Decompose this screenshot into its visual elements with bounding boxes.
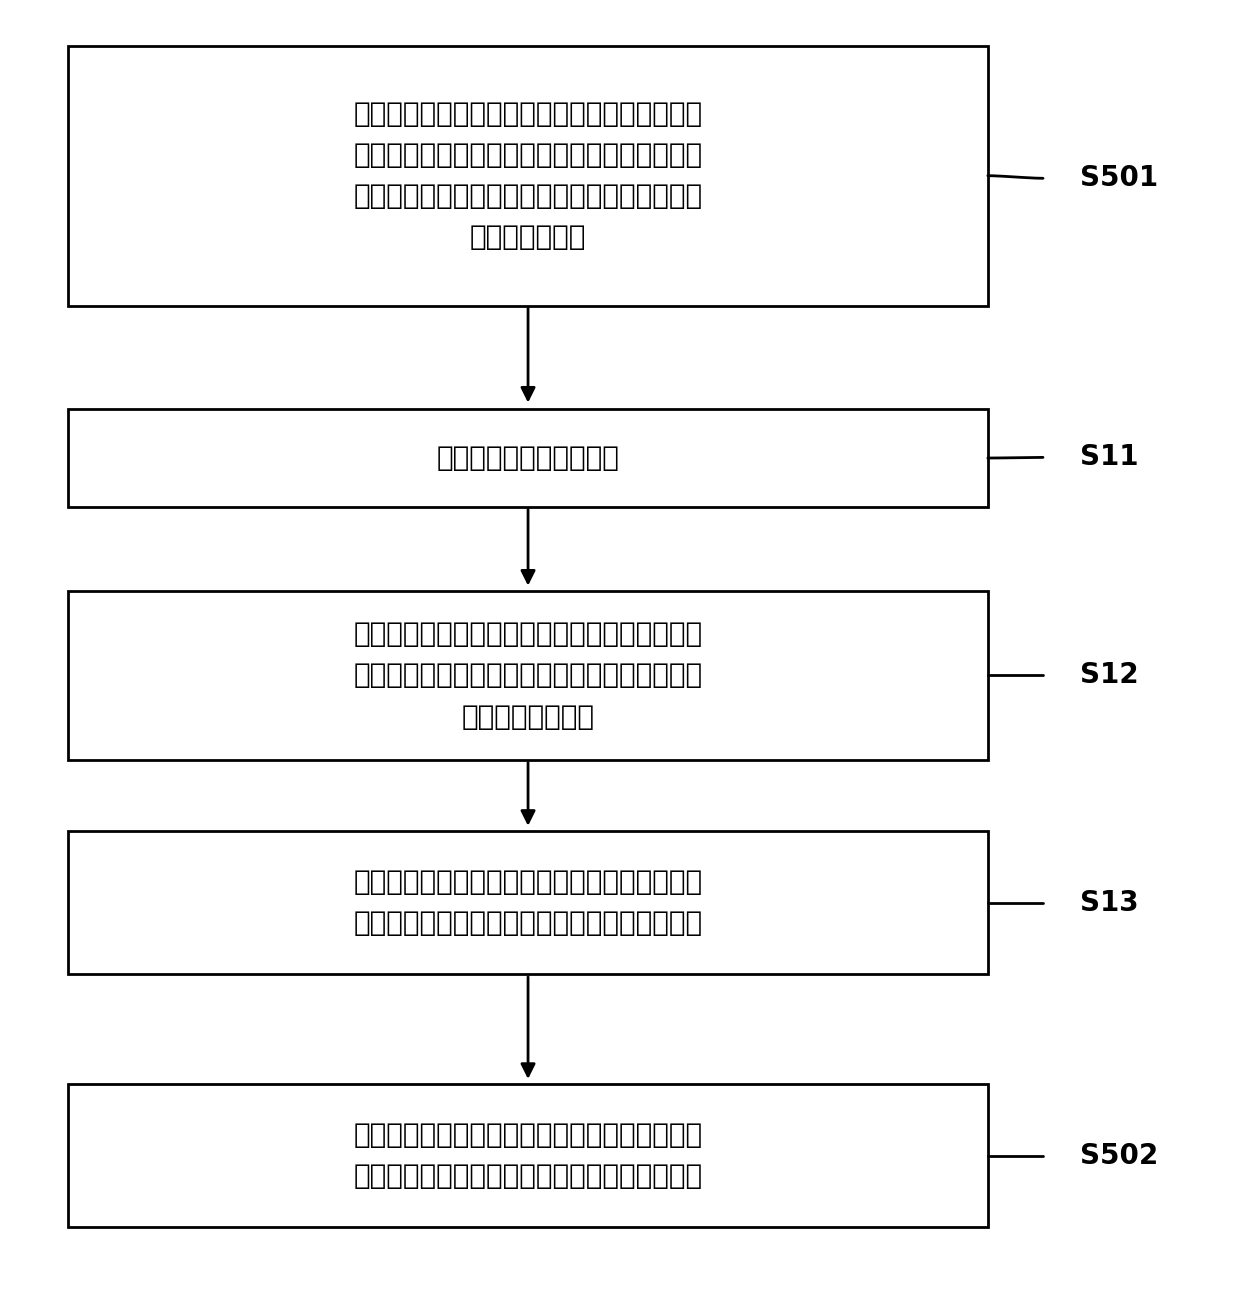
Text: 将主轴当前状态的特征向量及相应工艺参数输入
到人工神经网络模型，判断主轴此时的异常类型: 将主轴当前状态的特征向量及相应工艺参数输入 到人工神经网络模型，判断主轴此时的异…	[353, 1122, 703, 1190]
FancyBboxPatch shape	[68, 409, 988, 506]
Text: S13: S13	[1080, 888, 1138, 917]
FancyBboxPatch shape	[68, 46, 988, 306]
Text: S11: S11	[1080, 443, 1138, 471]
Text: 将主轴当前状态的特征向量与主轴正常状态的特
征向量进行比较，以判断主轴工作是否出现异常: 将主轴当前状态的特征向量与主轴正常状态的特 征向量进行比较，以判断主轴工作是否出…	[353, 869, 703, 937]
FancyBboxPatch shape	[68, 1085, 988, 1227]
Text: 对采集的主轴的当前振动信号进行处理，提取主
轴的当前振动信号的特征参数，得到反应主轴当
前状态的特征向量: 对采集的主轴的当前振动信号进行处理，提取主 轴的当前振动信号的特征参数，得到反应…	[353, 621, 703, 731]
FancyBboxPatch shape	[68, 592, 988, 760]
Text: S501: S501	[1080, 164, 1158, 193]
Text: 将收集的主轴正常状态的特征向量、主轴各类故
障状态的特征向量以及相应的工艺参数作为人工
神经网络的训练样本进行训练，得到训练好的人
工神经网络模型: 将收集的主轴正常状态的特征向量、主轴各类故 障状态的特征向量以及相应的工艺参数作…	[353, 100, 703, 252]
Text: S12: S12	[1080, 661, 1138, 690]
Text: S502: S502	[1080, 1141, 1158, 1170]
Text: 采集主轴的当前振动信号: 采集主轴的当前振动信号	[436, 443, 620, 472]
FancyBboxPatch shape	[68, 832, 988, 974]
